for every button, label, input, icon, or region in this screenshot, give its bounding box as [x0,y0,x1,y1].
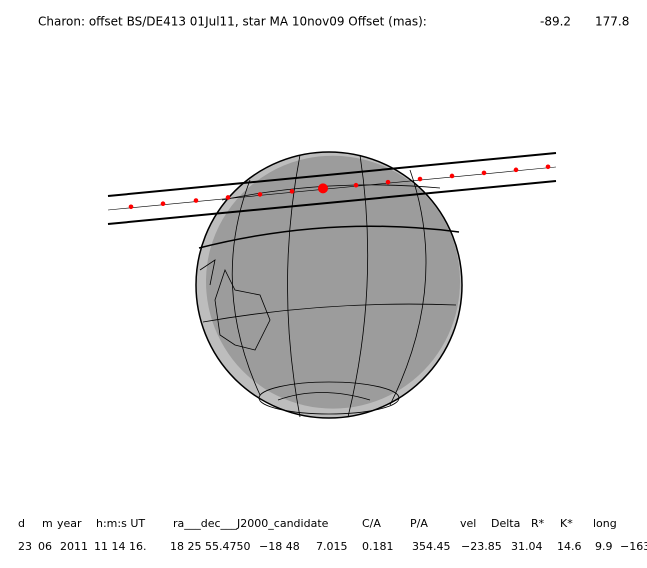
track-dot [513,167,519,173]
column-header: ra___dec___J2000_candidate [173,517,329,530]
track-points [128,164,551,210]
column-header: long [593,517,617,530]
column-header: K* [560,517,573,530]
shadow-track [107,152,557,225]
cell: 23 [18,540,32,553]
column-header: year [57,517,82,530]
occultation-center [318,183,328,194]
cell: −18 48 [259,540,300,553]
cell: 0.181 [362,540,394,553]
column-header: m [42,517,53,530]
cell: 18 25 55.4750 [170,540,250,553]
track-dot [225,195,231,200]
cell: −23.85 [461,540,502,553]
cell: 2011 [60,540,88,553]
cell: −163. [620,540,647,553]
cell: 11 14 16. [94,540,146,553]
event-table: d m year h:m:s UT ra___dec___J2000_candidate… [18,517,647,553]
cell: 354.45 [412,540,451,553]
track-dot [289,189,295,194]
globe [195,151,463,419]
cell: 31.04 [511,540,543,553]
cell: 14.6 [557,540,582,553]
track-dot [385,179,391,185]
column-header: P/A [410,517,428,530]
track-dot [193,198,199,203]
column-header: R* [531,517,545,530]
track-dot [257,192,263,197]
cell: 06 [38,540,52,553]
track-dot [449,173,455,179]
track-dot [481,170,487,176]
title: Charon: offset BS/DE413 01Jul11, star MA… [38,15,427,29]
column-header: Delta [491,517,520,530]
offset-y: 177.8 [595,15,629,29]
cell: 7.015 [316,540,348,553]
track-dot [128,204,134,210]
track-dot [353,182,359,188]
column-header: C/A [362,517,381,530]
column-header: vel [460,517,476,530]
track-dot [545,164,551,170]
track-dot [417,176,423,182]
offset-x: -89.2 [540,15,571,29]
column-header: d [18,517,25,530]
track-dot [160,201,166,207]
cell: 9.9 [595,540,613,553]
column-header: h:m:s UT [96,517,145,530]
